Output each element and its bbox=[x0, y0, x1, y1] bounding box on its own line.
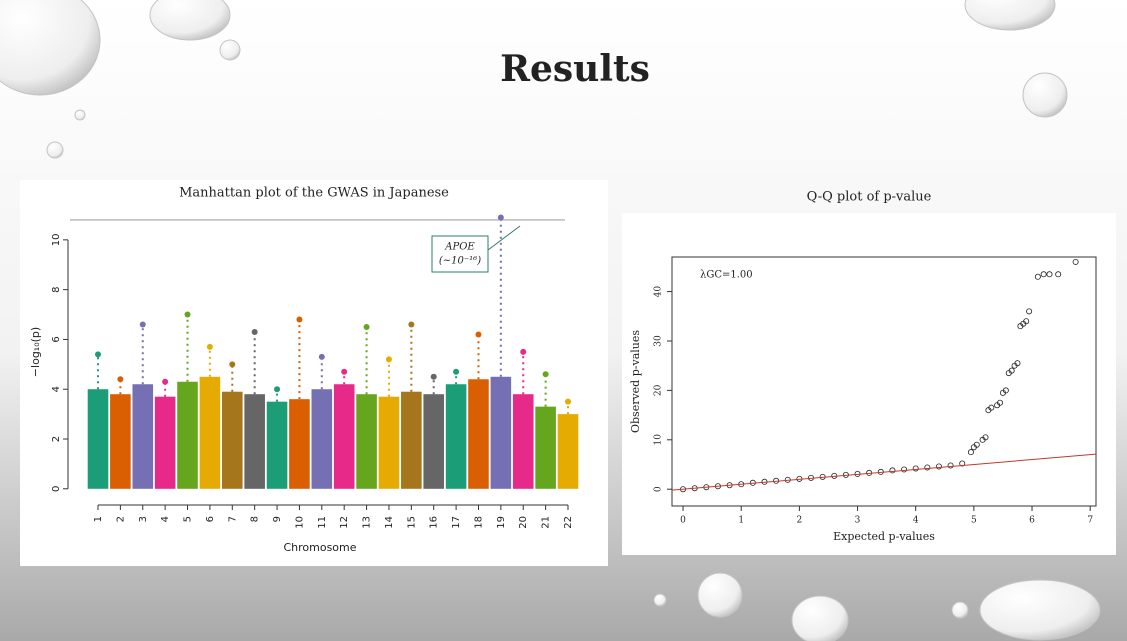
peak-point bbox=[475, 331, 481, 337]
y-axis-label: Observed p-values bbox=[629, 330, 642, 433]
peak-point bbox=[162, 379, 168, 385]
y-tick-label: 30 bbox=[654, 335, 664, 347]
qq-panel bbox=[622, 213, 1116, 555]
x-tick-label: 8 bbox=[250, 516, 261, 522]
x-tick-label: 16 bbox=[429, 516, 440, 529]
x-tick-label: 1 bbox=[738, 516, 744, 526]
chromosome-band bbox=[468, 379, 489, 489]
x-tick-label: 12 bbox=[339, 516, 350, 529]
x-tick-label: 9 bbox=[272, 516, 283, 522]
peak-point bbox=[341, 369, 347, 375]
x-tick-label: 14 bbox=[384, 516, 395, 529]
manhattan-panel bbox=[20, 180, 608, 566]
peak-point bbox=[431, 374, 437, 380]
x-tick-label: 5 bbox=[971, 516, 977, 526]
y-tick-label: 10 bbox=[654, 434, 664, 446]
x-tick-label: 3 bbox=[138, 516, 149, 522]
y-tick-label: 0 bbox=[654, 486, 664, 492]
x-tick-label: 19 bbox=[496, 516, 507, 529]
chromosome-band bbox=[110, 394, 131, 489]
x-tick-label: 2 bbox=[797, 516, 803, 526]
chromosome-band bbox=[88, 389, 109, 489]
chromosome-band bbox=[244, 394, 265, 489]
peak-point bbox=[140, 321, 146, 327]
chart-title: Manhattan plot of the GWAS in Japanese bbox=[179, 186, 449, 201]
peak-point bbox=[252, 329, 258, 335]
peak-point bbox=[319, 354, 325, 360]
chromosome-band bbox=[267, 402, 288, 489]
peak-point bbox=[498, 214, 504, 220]
peak-point bbox=[95, 351, 101, 357]
peak-point bbox=[229, 361, 235, 367]
chromosome-band bbox=[491, 377, 512, 489]
y-tick-label: 0 bbox=[51, 486, 62, 492]
peak-point bbox=[453, 369, 459, 375]
x-tick-label: 0 bbox=[680, 516, 686, 526]
peak-point bbox=[543, 371, 549, 377]
chromosome-band bbox=[334, 384, 355, 489]
chromosome-band bbox=[558, 414, 579, 489]
annotation: λGC=1.00 bbox=[700, 270, 753, 281]
y-tick-label: 2 bbox=[51, 436, 62, 442]
x-tick-label: 11 bbox=[317, 516, 328, 529]
x-tick-label: 6 bbox=[1029, 516, 1035, 526]
x-tick-label: 6 bbox=[205, 516, 216, 522]
x-tick-label: 4 bbox=[160, 516, 171, 522]
x-tick-label: 1 bbox=[93, 516, 104, 522]
peak-point bbox=[364, 324, 370, 330]
x-tick-label: 13 bbox=[362, 516, 373, 529]
x-tick-label: 22 bbox=[563, 516, 574, 529]
peak-point bbox=[386, 356, 392, 362]
x-tick-label: 7 bbox=[227, 516, 238, 522]
x-tick-label: 20 bbox=[518, 516, 529, 529]
peak-point bbox=[408, 321, 414, 327]
chromosome-band bbox=[200, 377, 221, 489]
peak-point bbox=[296, 317, 302, 323]
x-axis-label: Expected p-values bbox=[833, 530, 935, 543]
peak-point bbox=[185, 312, 191, 318]
y-tick-label: 4 bbox=[51, 386, 62, 392]
chart-title: Q-Q plot of p-value bbox=[807, 190, 932, 205]
chromosome-band bbox=[289, 399, 310, 489]
chromosome-band bbox=[155, 397, 176, 489]
chromosome-band bbox=[423, 394, 444, 489]
peak-point bbox=[565, 399, 571, 405]
x-tick-label: 4 bbox=[913, 516, 919, 526]
x-tick-label: 5 bbox=[183, 516, 194, 522]
y-tick-label: 20 bbox=[654, 384, 664, 396]
x-tick-label: 2 bbox=[115, 516, 126, 522]
x-tick-label: 7 bbox=[1087, 516, 1093, 526]
peak-point bbox=[117, 376, 123, 382]
y-tick-label: 6 bbox=[51, 336, 62, 342]
chromosome-band bbox=[177, 382, 198, 489]
annotation-text: (~10⁻¹⁶) bbox=[439, 256, 481, 267]
x-tick-label: 21 bbox=[541, 516, 552, 529]
y-tick-label: 40 bbox=[654, 286, 664, 298]
slide: Results Manhattan plot of the GWAS in Ja… bbox=[0, 0, 1127, 641]
peak-point bbox=[207, 344, 213, 350]
x-tick-label: 18 bbox=[473, 516, 484, 529]
chromosome-band bbox=[535, 407, 556, 489]
chromosome-band bbox=[379, 397, 400, 489]
chromosome-band bbox=[132, 384, 153, 489]
peak-point bbox=[520, 349, 526, 355]
peak-point bbox=[274, 386, 280, 392]
x-tick-label: 10 bbox=[294, 516, 305, 529]
y-tick-label: 8 bbox=[51, 286, 62, 292]
y-tick-label: 10 bbox=[51, 233, 62, 246]
x-tick-label: 15 bbox=[406, 516, 417, 529]
chromosome-band bbox=[513, 394, 534, 489]
x-tick-label: 3 bbox=[855, 516, 861, 526]
chromosome-band bbox=[401, 392, 422, 489]
chromosome-band bbox=[312, 389, 333, 489]
x-tick-label: 17 bbox=[451, 516, 462, 529]
slide-title: Results bbox=[500, 48, 650, 90]
annotation-text: APOE bbox=[444, 242, 475, 253]
y-axis-label: −log₁₀(p) bbox=[29, 327, 42, 377]
x-axis-label: Chromosome bbox=[283, 541, 356, 554]
chromosome-band bbox=[222, 392, 243, 489]
chromosome-band bbox=[356, 394, 377, 489]
page: Results Manhattan plot of the GWAS in Ja… bbox=[0, 0, 1127, 641]
chromosome-band bbox=[446, 384, 467, 489]
